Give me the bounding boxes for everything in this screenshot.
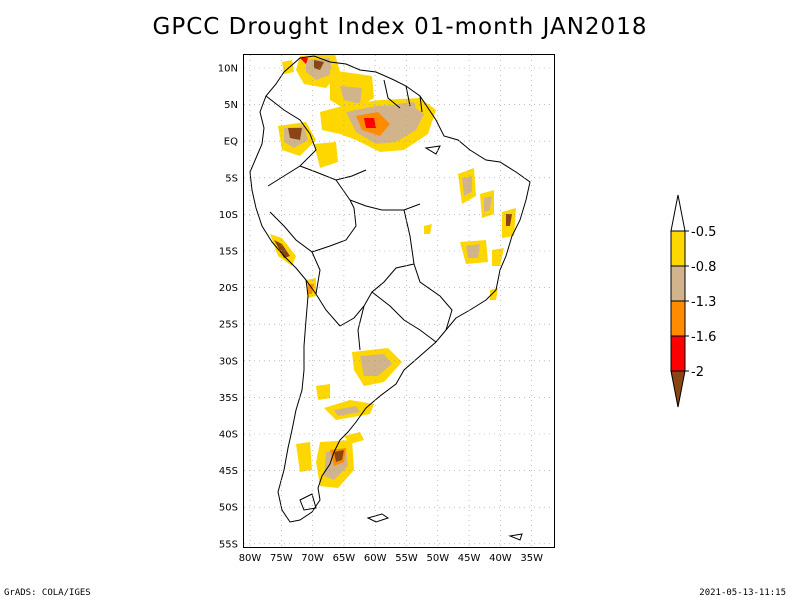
legend-label: -1.6 [691, 330, 716, 345]
legend-label: -0.8 [691, 260, 716, 275]
legend-swatch [670, 265, 686, 302]
patch-tan [484, 196, 492, 212]
lat-label: 15S [219, 247, 238, 258]
patch-yellow [314, 142, 338, 168]
legend-arrow-bottom [670, 370, 686, 408]
drought-patches [270, 54, 516, 488]
map-title: GPCC Drought Index 01-month JAN2018 [152, 14, 648, 40]
patch-brown [334, 450, 344, 462]
lat-label: 35S [219, 393, 238, 404]
patch-yellow [490, 288, 498, 300]
latitude-labels: 10N 5N EQ 5S 10S 15S 20S 25S 30S 35S 40S 45S 50S 55S [218, 64, 238, 551]
country-borders [265, 79, 453, 351]
coastline [249, 55, 531, 541]
lat-label: 40S [219, 430, 238, 441]
lat-label: 30S [219, 356, 238, 367]
legend-swatch [670, 300, 686, 337]
lon-label: 65W [333, 553, 356, 564]
patch-brown [506, 214, 512, 226]
lat-label: EQ [224, 137, 238, 148]
south-america-outline [249, 55, 531, 523]
lat-label: 45S [219, 466, 238, 477]
lon-label: 50W [426, 553, 449, 564]
legend-label: -2 [691, 365, 704, 380]
patch-red [300, 58, 308, 64]
island [299, 493, 317, 511]
footer-credit: GrADS: COLA/IGES [4, 588, 91, 598]
patch-red [364, 118, 376, 128]
lat-label: 55S [219, 539, 238, 550]
lat-label: 10S [219, 210, 238, 221]
patch-brown [288, 128, 302, 140]
legend-label: -0.5 [691, 225, 716, 240]
patch-yellow [424, 224, 432, 234]
lon-label: 60W [364, 553, 387, 564]
patch-tan [360, 354, 392, 376]
lat-label: 20S [219, 283, 238, 294]
patch-tan [396, 102, 418, 118]
patch-tan [334, 406, 360, 416]
patch-tan [466, 244, 480, 258]
patch-tan [462, 176, 472, 196]
longitude-labels: 80W 75W 70W 65W 60W 55W 50W 45W 40W 35W [239, 553, 543, 564]
lon-label: 35W [520, 553, 543, 564]
lon-label: 40W [489, 553, 512, 564]
map-frame [243, 54, 555, 548]
lat-label: 5N [224, 100, 238, 111]
patch-yellow [296, 442, 312, 472]
legend-label: -1.3 [691, 295, 716, 310]
footer-timestamp: 2021-05-13-11:15 [699, 588, 786, 598]
lat-label: 5S [225, 173, 238, 184]
patch-brown [314, 60, 324, 70]
island [366, 513, 390, 523]
island [508, 533, 523, 541]
lat-label: 10N [218, 64, 238, 75]
patch-tan [340, 86, 362, 104]
patch-orange [308, 284, 314, 294]
lon-label: 75W [270, 553, 293, 564]
patch-yellow [316, 384, 330, 400]
lon-label: 70W [301, 553, 324, 564]
legend-swatch [670, 230, 686, 267]
legend-arrow-top [670, 194, 686, 232]
lon-label: 45W [458, 553, 481, 564]
patch-brown [274, 240, 290, 258]
lat-label: 25S [219, 320, 238, 331]
lon-label: 80W [239, 553, 262, 564]
legend-swatch [670, 335, 686, 372]
lon-label: 55W [395, 553, 418, 564]
grid-lines [244, 55, 554, 547]
color-legend: -0.5 -0.8 -1.3 -1.6 -2 [670, 194, 716, 408]
lat-label: 50S [219, 503, 238, 514]
patch-yellow [492, 248, 504, 266]
